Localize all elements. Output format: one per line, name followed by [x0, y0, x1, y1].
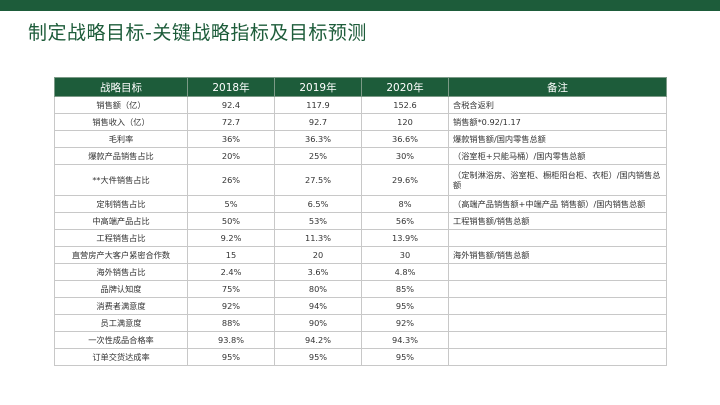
cell-remark — [448, 263, 667, 281]
cell-2019: 6.5% — [274, 195, 362, 213]
cell-2018: 88% — [187, 314, 275, 332]
header-2019: 2019年 — [274, 77, 362, 97]
cell-metric: 工程销售占比 — [54, 229, 188, 247]
cell-2019: 20 — [274, 246, 362, 264]
cell-2018: 92% — [187, 297, 275, 315]
cell-2018: 5% — [187, 195, 275, 213]
cell-2020: 13.9% — [361, 229, 449, 247]
cell-2018: 2.4% — [187, 263, 275, 281]
cell-remark: （浴室柜+只能马桶）/国内零售总额 — [448, 147, 667, 165]
cell-2019: 80% — [274, 280, 362, 298]
cell-metric: 中高端产品占比 — [54, 212, 188, 230]
cell-remark: 销售额*0.92/1.17 — [448, 113, 667, 131]
cell-2020: 36.6% — [361, 130, 449, 148]
cell-2019: 25% — [274, 147, 362, 165]
cell-remark: （高端产品销售额+中端产品 销售额）/国内销售总额 — [448, 195, 667, 213]
top-accent-bar — [0, 0, 720, 11]
cell-2018: 20% — [187, 147, 275, 165]
cell-2020: 95% — [361, 348, 449, 366]
cell-metric: 爆款产品销售占比 — [54, 147, 188, 165]
cell-metric: 定制销售占比 — [54, 195, 188, 213]
header-2020: 2020年 — [361, 77, 449, 97]
cell-2019: 53% — [274, 212, 362, 230]
cell-2020: 92% — [361, 314, 449, 332]
cell-2020: 30 — [361, 246, 449, 264]
cell-metric: 品牌认知度 — [54, 280, 188, 298]
table-row: 品牌认知度 75% 80% 85% — [54, 280, 667, 298]
cell-2020: 152.6 — [361, 96, 449, 114]
cell-2019: 27.5% — [274, 164, 362, 196]
table-row: 直营房产大客户紧密合作数 15 20 30 海外销售额/销售总额 — [54, 246, 667, 264]
cell-metric: 毛利率 — [54, 130, 188, 148]
cell-remark: （定制淋浴房、浴室柜、橱柜阳台柜、衣柜）/国内销售总额 — [448, 164, 667, 196]
table-row: 销售额（亿） 92.4 117.9 152.6 含税含返利 — [54, 96, 667, 114]
cell-metric: 员工满意度 — [54, 314, 188, 332]
header-2018: 2018年 — [187, 77, 275, 97]
cell-2019: 11.3% — [274, 229, 362, 247]
cell-2020: 30% — [361, 147, 449, 165]
table-row: 消费者满意度 92% 94% 95% — [54, 297, 667, 315]
kpi-table: 战略目标 2018年 2019年 2020年 备注 销售额（亿） 92.4 11… — [54, 77, 667, 366]
cell-2019: 92.7 — [274, 113, 362, 131]
cell-2018: 93.8% — [187, 331, 275, 349]
cell-2019: 3.6% — [274, 263, 362, 281]
table-row: **大件销售占比 26% 27.5% 29.6% （定制淋浴房、浴室柜、橱柜阳台… — [54, 164, 667, 196]
cell-metric: **大件销售占比 — [54, 164, 188, 196]
table-row: 员工满意度 88% 90% 92% — [54, 314, 667, 332]
cell-metric: 订单交货达成率 — [54, 348, 188, 366]
table-row: 工程销售占比 9.2% 11.3% 13.9% — [54, 229, 667, 247]
table-row: 爆款产品销售占比 20% 25% 30% （浴室柜+只能马桶）/国内零售总额 — [54, 147, 667, 165]
cell-2018: 92.4 — [187, 96, 275, 114]
cell-remark: 爆款销售额/国内零售总额 — [448, 130, 667, 148]
table-header-row: 战略目标 2018年 2019年 2020年 备注 — [54, 77, 667, 97]
cell-2018: 15 — [187, 246, 275, 264]
cell-metric: 消费者满意度 — [54, 297, 188, 315]
cell-remark: 海外销售额/销售总额 — [448, 246, 667, 264]
cell-2019: 90% — [274, 314, 362, 332]
cell-2020: 29.6% — [361, 164, 449, 196]
cell-2019: 36.3% — [274, 130, 362, 148]
table-row: 海外销售占比 2.4% 3.6% 4.8% — [54, 263, 667, 281]
cell-2018: 9.2% — [187, 229, 275, 247]
table-row: 销售收入（亿） 72.7 92.7 120 销售额*0.92/1.17 — [54, 113, 667, 131]
cell-2018: 26% — [187, 164, 275, 196]
slide-title: 制定战略目标-关键战略指标及目标预测 — [28, 22, 367, 44]
table-row: 中高端产品占比 50% 53% 56% 工程销售额/销售总额 — [54, 212, 667, 230]
cell-remark — [448, 297, 667, 315]
cell-2018: 50% — [187, 212, 275, 230]
cell-2020: 94.3% — [361, 331, 449, 349]
cell-2020: 120 — [361, 113, 449, 131]
cell-metric: 直营房产大客户紧密合作数 — [54, 246, 188, 264]
cell-2019: 117.9 — [274, 96, 362, 114]
cell-2019: 94% — [274, 297, 362, 315]
cell-metric: 销售收入（亿） — [54, 113, 188, 131]
cell-2019: 95% — [274, 348, 362, 366]
cell-remark: 工程销售额/销售总额 — [448, 212, 667, 230]
cell-2018: 72.7 — [187, 113, 275, 131]
cell-remark — [448, 280, 667, 298]
cell-remark — [448, 348, 667, 366]
table-row: 订单交货达成率 95% 95% 95% — [54, 348, 667, 366]
cell-remark — [448, 229, 667, 247]
header-remarks: 备注 — [448, 77, 667, 97]
cell-metric: 海外销售占比 — [54, 263, 188, 281]
cell-2019: 94.2% — [274, 331, 362, 349]
cell-2020: 8% — [361, 195, 449, 213]
cell-2020: 95% — [361, 297, 449, 315]
table-row: 毛利率 36% 36.3% 36.6% 爆款销售额/国内零售总额 — [54, 130, 667, 148]
cell-2020: 85% — [361, 280, 449, 298]
cell-2020: 4.8% — [361, 263, 449, 281]
cell-metric: 销售额（亿） — [54, 96, 188, 114]
cell-remark — [448, 331, 667, 349]
cell-remark: 含税含返利 — [448, 96, 667, 114]
cell-remark — [448, 314, 667, 332]
table-row: 一次性成品合格率 93.8% 94.2% 94.3% — [54, 331, 667, 349]
cell-2018: 75% — [187, 280, 275, 298]
cell-2018: 36% — [187, 130, 275, 148]
cell-2020: 56% — [361, 212, 449, 230]
cell-metric: 一次性成品合格率 — [54, 331, 188, 349]
cell-2018: 95% — [187, 348, 275, 366]
table-row: 定制销售占比 5% 6.5% 8% （高端产品销售额+中端产品 销售额）/国内销… — [54, 195, 667, 213]
header-strategy-goal: 战略目标 — [54, 77, 188, 97]
